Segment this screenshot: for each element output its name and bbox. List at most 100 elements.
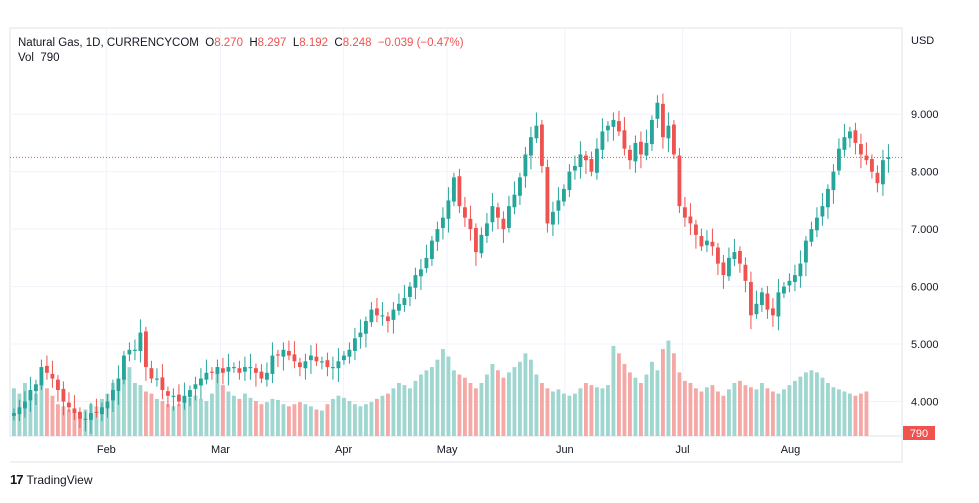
candle-body <box>358 332 363 338</box>
volume-bar <box>177 404 181 436</box>
volume-bar <box>298 402 302 436</box>
candle-body <box>512 194 517 208</box>
candle-body <box>270 355 275 374</box>
candle-body <box>28 390 33 401</box>
volume-bar <box>336 395 341 436</box>
candle-body <box>56 379 60 391</box>
volume-bar <box>793 380 797 436</box>
candle-body <box>496 207 500 218</box>
candle-body <box>771 308 775 316</box>
volume-bar <box>309 406 313 436</box>
volume-bar <box>276 399 280 436</box>
candle-body <box>567 171 572 191</box>
currency-label[interactable]: USD <box>911 35 935 47</box>
time-axis-label: Apr <box>335 444 352 456</box>
candle-body <box>364 321 368 334</box>
volume-bar <box>672 353 676 436</box>
volume-bar <box>633 377 638 436</box>
candle-body <box>760 292 764 305</box>
volume-bar <box>853 395 858 436</box>
candle-body <box>133 349 137 351</box>
volume-bar <box>765 388 770 436</box>
candle-body <box>837 148 841 171</box>
candle-body <box>639 141 643 155</box>
volume-bar <box>468 383 473 436</box>
candle-body <box>782 286 786 294</box>
volume-label[interactable]: Vol <box>18 52 34 64</box>
volume-bar <box>386 393 390 436</box>
volume-bar <box>358 406 363 436</box>
volume-bar <box>771 391 775 436</box>
volume-bar <box>474 388 478 436</box>
candle-body <box>545 167 550 224</box>
price-tick-label: 4.000 <box>911 397 939 409</box>
volume-bar <box>727 389 731 436</box>
candle-body <box>864 155 869 161</box>
tradingview-logo-icon: 17 <box>10 472 24 487</box>
candle-body <box>600 131 605 150</box>
price-tick-label: 9.000 <box>911 109 939 121</box>
volume-bar <box>743 385 748 436</box>
candle-body <box>595 148 599 173</box>
volume-bar <box>551 391 555 436</box>
candle-body <box>452 177 456 202</box>
volume-bar <box>28 398 33 436</box>
volume-legend: Vol 790 <box>18 52 60 64</box>
volume-bar <box>61 406 66 436</box>
candle-body <box>402 298 407 305</box>
candle-body <box>314 356 319 362</box>
volume-bar <box>815 372 819 436</box>
candle-body <box>606 125 610 131</box>
volume-bar <box>353 404 357 436</box>
open-label: O <box>205 37 215 49</box>
volume-bar <box>342 397 346 436</box>
volume-bar <box>848 393 852 436</box>
candle-body <box>204 372 209 380</box>
volume-bar <box>182 402 187 436</box>
brand-name: TradingView <box>26 472 93 487</box>
candle-body <box>380 315 385 317</box>
time-axis-label: Mar <box>211 444 230 456</box>
volume-bar <box>677 372 682 436</box>
candle-body <box>320 361 324 363</box>
candle-body <box>457 176 462 207</box>
candle-body <box>754 303 759 315</box>
candle-body <box>672 124 676 155</box>
volume-bar <box>584 383 588 436</box>
volume-bar <box>94 406 99 436</box>
candle-body <box>138 332 143 351</box>
volume-bar <box>419 374 423 436</box>
candle-body <box>287 350 291 356</box>
candle-body <box>650 119 654 145</box>
candle-body <box>688 216 693 224</box>
volume-bar <box>226 391 231 436</box>
symbol-name[interactable]: Natural Gas, 1D, CURRENCYCOM <box>18 37 199 49</box>
candle-body <box>166 391 170 396</box>
candle-body <box>243 367 247 372</box>
volume-bar <box>138 385 143 436</box>
candle-body <box>210 371 214 373</box>
candle-body <box>584 155 588 161</box>
candle-body <box>666 125 671 139</box>
candle-body <box>853 130 858 143</box>
candle-body <box>562 188 566 202</box>
volume-bar <box>441 349 445 436</box>
candle-body <box>787 280 792 286</box>
volume-bar <box>265 402 269 436</box>
candle-body <box>248 367 253 369</box>
volume-bar <box>413 380 418 436</box>
candle-body <box>199 378 203 386</box>
candle-body <box>89 413 93 420</box>
candle-body <box>17 407 22 415</box>
candle-body <box>375 308 379 316</box>
tradingview-brand[interactable]: 17 TradingView <box>10 472 93 487</box>
volume-bar <box>287 406 291 436</box>
symbol-legend: Natural Gas, 1D, CURRENCYCOM O8.270 H8.2… <box>18 35 464 51</box>
candle-body <box>193 384 198 389</box>
candle-body <box>804 240 808 263</box>
volume-bar <box>490 363 495 436</box>
volume-bar <box>314 409 319 436</box>
candle-body <box>743 264 748 281</box>
